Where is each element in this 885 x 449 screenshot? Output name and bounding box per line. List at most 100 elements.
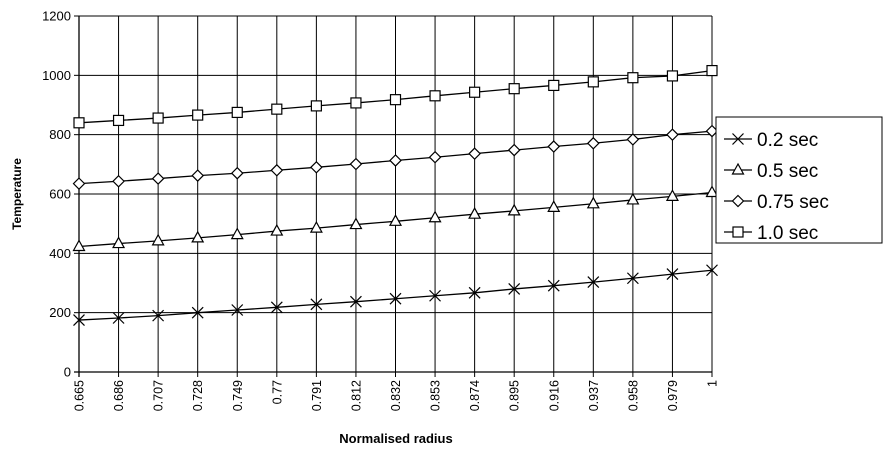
y-tick-label: 0 <box>64 365 71 380</box>
data-point <box>706 264 718 277</box>
data-point <box>428 210 442 223</box>
data-point <box>389 154 402 167</box>
x-tick-label: 0.707 <box>152 380 166 411</box>
data-point <box>191 306 204 319</box>
x-marker-stroke <box>429 289 441 302</box>
x-marker-stroke <box>626 272 639 285</box>
y-tick-label: 200 <box>49 305 71 320</box>
x-tick-label: 0.937 <box>587 380 601 411</box>
x-tick-label: 0.728 <box>191 380 205 411</box>
data-point <box>151 172 165 185</box>
data-point <box>706 64 718 77</box>
data-point <box>468 286 481 299</box>
data-point <box>112 174 125 188</box>
x-marker-stroke <box>508 283 521 295</box>
data-point <box>152 112 164 124</box>
data-point <box>666 128 679 142</box>
x-tick-label: 0.665 <box>73 380 87 411</box>
data-point <box>350 295 362 308</box>
data-point <box>547 140 561 153</box>
data-point <box>310 100 322 112</box>
x-marker-stroke <box>73 314 85 327</box>
data-point <box>508 283 521 295</box>
data-point <box>508 83 520 95</box>
x-marker <box>732 133 744 145</box>
data-point <box>547 279 560 292</box>
legend-label: 1.0 sec <box>757 223 818 244</box>
data-point <box>429 90 441 102</box>
x-marker-stroke <box>191 306 204 319</box>
x-tick-label: 0.916 <box>547 380 561 411</box>
x-tick-label: 0.958 <box>626 380 640 411</box>
x-marker-stroke <box>112 312 125 324</box>
x-marker-stroke <box>732 133 744 145</box>
data-point <box>73 117 85 129</box>
data-point <box>230 166 244 180</box>
data-point <box>271 103 283 115</box>
x-tick-label: 0.791 <box>310 380 324 411</box>
data-point <box>587 76 599 88</box>
x-marker-stroke <box>389 292 402 305</box>
x-tick-label: 0.749 <box>231 380 245 411</box>
y-tick-label: 800 <box>49 127 71 142</box>
x-tick-label: 0.895 <box>508 380 522 411</box>
legend-box <box>715 116 883 244</box>
data-point <box>428 150 442 164</box>
legend-label: 0.2 sec <box>757 130 818 151</box>
y-tick-labels: 0 200 400 600 800 1000 1200 <box>42 9 79 380</box>
data-point <box>191 169 205 182</box>
series-square <box>73 64 718 129</box>
data-point <box>310 160 323 174</box>
x-tick-label: 0.832 <box>389 380 403 411</box>
data-point <box>230 227 244 240</box>
data-point <box>191 230 205 243</box>
data-point <box>309 220 323 233</box>
legend: 0.2 sec 0.5 sec 0.75 sec 1.0 sec <box>715 116 883 244</box>
data-point <box>112 312 125 324</box>
x-tick-labels: 0.665 0.686 0.707 0.728 0.749 0.77 0.791 0.812 0… <box>73 372 720 411</box>
x-marker-stroke <box>468 286 481 299</box>
data-point <box>547 200 561 212</box>
x-tick-label: 0.979 <box>666 380 680 411</box>
series-x <box>73 264 718 327</box>
x-marker-stroke <box>666 268 679 281</box>
data-point <box>310 298 323 311</box>
data-point <box>507 143 521 157</box>
data-point <box>270 223 284 236</box>
x-marker-stroke <box>350 295 362 308</box>
data-point <box>231 304 244 316</box>
data-point <box>469 86 481 98</box>
data-point <box>72 239 86 252</box>
triangle-marker <box>731 162 745 175</box>
x-marker-stroke <box>587 276 600 289</box>
series-group <box>72 64 719 327</box>
x-tick-label: 0.686 <box>112 380 126 411</box>
data-point <box>152 309 165 322</box>
x-marker-stroke <box>547 279 560 292</box>
x-axis-title: Normalised radius <box>339 431 452 446</box>
y-tick-label: 1000 <box>42 68 71 83</box>
data-point <box>270 163 284 177</box>
series-triangle <box>72 185 719 252</box>
diamond-marker <box>731 194 745 208</box>
legend-label: 0.5 sec <box>757 161 818 182</box>
data-point <box>112 236 126 249</box>
data-point <box>72 177 86 190</box>
data-point <box>626 133 640 146</box>
data-point <box>626 192 640 205</box>
data-point <box>389 292 402 305</box>
data-point <box>388 214 403 226</box>
data-point <box>389 94 402 106</box>
y-tick-label: 1200 <box>42 9 71 24</box>
data-point <box>507 203 521 216</box>
data-point <box>666 268 679 281</box>
legend-label: 0.75 sec <box>757 192 829 213</box>
data-point <box>350 97 362 109</box>
x-tick-label: 0.77 <box>270 380 284 404</box>
series-diamond <box>72 124 719 190</box>
data-point <box>349 157 363 171</box>
y-axis-title: Temperature <box>10 158 24 230</box>
data-point <box>548 79 560 92</box>
y-tick-label: 600 <box>49 187 71 202</box>
